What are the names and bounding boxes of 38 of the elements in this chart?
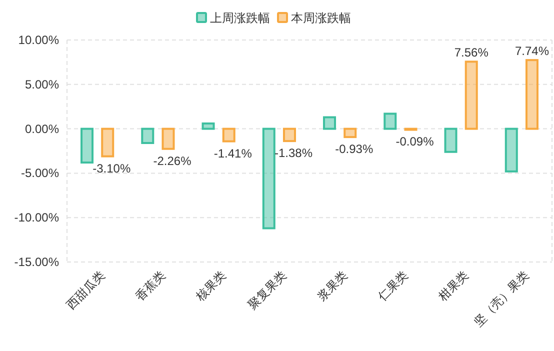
x-tick-label: 香蕉类 (132, 268, 168, 304)
bar (282, 128, 296, 142)
bar (101, 128, 114, 158)
data-label: -2.26% (153, 154, 192, 168)
y-tick-label: 0.00% (24, 122, 60, 136)
bar (162, 128, 175, 150)
bar (444, 128, 458, 153)
x-tick-label: 西甜瓜类 (64, 268, 108, 312)
y-tick-label: -15.00% (14, 255, 60, 269)
data-label: -0.93% (335, 142, 374, 156)
data-label: -0.09% (396, 134, 434, 149)
y-tick-label: -10.00% (14, 210, 60, 225)
y-tick-label: 5.00% (24, 77, 60, 92)
legend-label: 上周涨跌幅 (210, 11, 270, 25)
bar (262, 128, 276, 230)
bar (384, 112, 397, 130)
bar (344, 128, 357, 138)
data-label: -1.41% (214, 146, 252, 160)
bar (504, 128, 518, 172)
bar (222, 128, 236, 142)
data-label: 7.56% (454, 46, 489, 60)
bar (323, 116, 336, 130)
data-label: 7.74% (514, 44, 550, 58)
bar (464, 60, 478, 130)
bar (80, 128, 94, 164)
x-tick-label: 聚复果类 (245, 268, 290, 312)
bar (525, 59, 538, 130)
y-tick-label: 10.00% (18, 33, 60, 47)
bar (141, 128, 154, 144)
x-tick-label: 核果类 (192, 268, 229, 304)
bar (202, 122, 215, 130)
legend-label: 本周涨跌幅 (291, 11, 351, 25)
data-label: -3.10% (92, 161, 131, 176)
x-tick-label: 柑果类 (435, 268, 472, 304)
x-tick-label: 仁果类 (374, 268, 411, 304)
y-tick-label: -5.00% (20, 166, 60, 180)
x-tick-label: 坚（壳）果类 (471, 268, 532, 330)
x-tick-label: 浆果类 (314, 268, 350, 304)
